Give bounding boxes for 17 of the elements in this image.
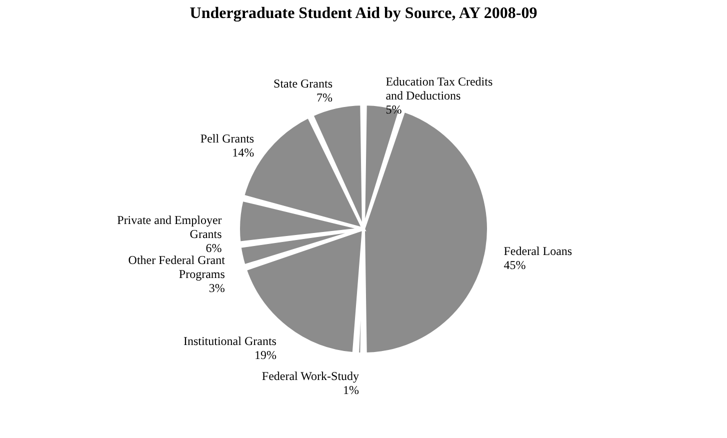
data-label: 5% <box>386 102 402 117</box>
slice-label: Institutional Grants <box>183 334 277 348</box>
chart-title: Undergraduate Student Aid by Source, AY 2008-09 <box>190 5 538 22</box>
slice-label: Federal Loans <box>504 244 572 258</box>
slice-label: Private and Employer Grants <box>117 213 222 242</box>
data-label: 7% <box>316 90 333 104</box>
slice-label: Other Federal Grant Programs <box>128 252 226 281</box>
slice-label: Pell Grants <box>200 131 254 146</box>
data-label: 3% <box>208 280 225 295</box>
data-label: 19% <box>254 348 276 362</box>
data-label: 6% <box>206 241 222 256</box>
slice-label: Education Tax Credits and Deductions <box>386 74 493 103</box>
data-label: 1% <box>343 382 360 397</box>
data-label: 45% <box>504 258 526 272</box>
data-label: 14% <box>232 145 254 160</box>
slice-label: Federal Work-Study <box>262 368 360 383</box>
slice-label: State Grants <box>274 76 333 90</box>
